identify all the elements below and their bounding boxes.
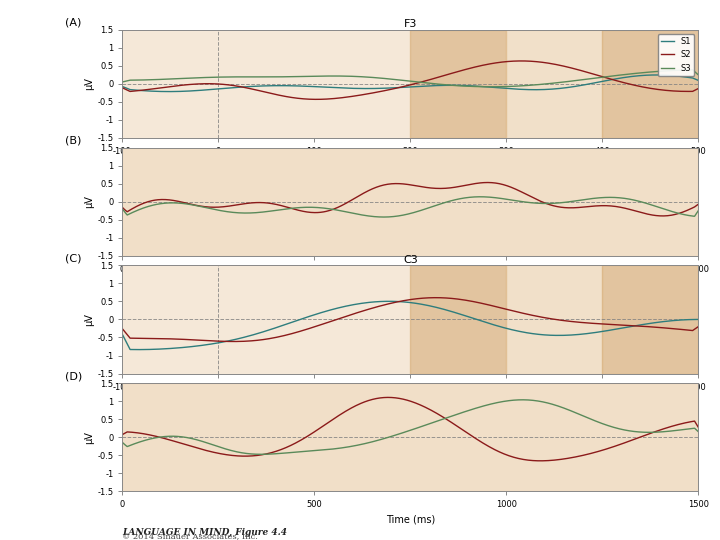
S1	[472, 83, 481, 90]
Text: Figure 4.4  ERP activity at two recording sites (F3 and C3) shows enhanced negat: Figure 4.4 ERP activity at two recording…	[4, 5, 510, 19]
S3	[118, 79, 127, 85]
S3	[688, 66, 697, 73]
Line: S2: S2	[122, 61, 698, 99]
S2	[120, 85, 129, 92]
S1	[642, 72, 651, 78]
S2	[608, 76, 616, 83]
Legend: S1, S2, S3: S1, S2, S3	[658, 34, 694, 76]
Bar	[410, 30, 506, 138]
S1	[118, 83, 127, 90]
S2	[694, 85, 703, 92]
S3	[694, 72, 703, 78]
Y-axis label: μV: μV	[84, 195, 94, 208]
Bar	[603, 30, 698, 138]
S2	[517, 58, 526, 64]
Bar	[410, 265, 506, 374]
S3	[606, 73, 614, 79]
Text: (C): (C)	[65, 253, 81, 263]
Bar	[603, 265, 698, 374]
Title: F3: F3	[404, 19, 417, 29]
Bar	[506, 265, 603, 374]
S2	[461, 66, 469, 73]
S2	[118, 85, 127, 91]
Y-axis label: μV: μV	[84, 313, 94, 326]
Text: (A): (A)	[65, 17, 81, 28]
Bar	[506, 30, 603, 138]
Line: S1: S1	[122, 75, 698, 92]
S1	[606, 77, 614, 83]
S2	[312, 96, 321, 103]
S1	[463, 83, 472, 89]
S3	[120, 78, 129, 85]
X-axis label: Time (ms): Time (ms)	[386, 515, 435, 525]
S3	[461, 83, 469, 89]
S1	[164, 89, 173, 95]
S3	[471, 83, 480, 90]
S1	[461, 83, 469, 89]
Text: © 2014 Sinauer Associates, Inc.: © 2014 Sinauer Associates, Inc.	[122, 532, 258, 540]
Bar	[122, 383, 698, 491]
Y-axis label: μV: μV	[84, 77, 94, 90]
S1	[652, 72, 660, 78]
S1	[694, 77, 703, 84]
S3	[486, 84, 495, 90]
S2	[472, 63, 481, 70]
S1	[120, 84, 129, 91]
Y-axis label: μV: μV	[84, 431, 94, 444]
S2	[463, 66, 472, 72]
Title: C3: C3	[403, 255, 418, 265]
S2	[644, 85, 652, 91]
Line: S3: S3	[122, 70, 698, 87]
Text: LANGUAGE IN MIND, Figure 4.4: LANGUAGE IN MIND, Figure 4.4	[122, 528, 287, 537]
Bar	[122, 147, 698, 255]
S3	[459, 83, 468, 89]
S3	[642, 69, 651, 76]
Text: (D): (D)	[65, 371, 82, 381]
Text: (B): (B)	[65, 136, 81, 145]
